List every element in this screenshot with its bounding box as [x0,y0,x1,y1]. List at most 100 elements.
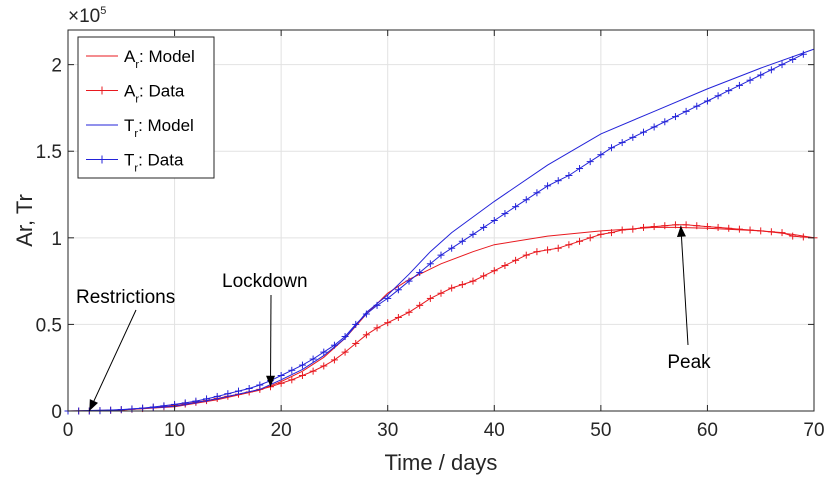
legend-item: Tr: Model [86,116,194,140]
tr_data-marker [149,403,157,411]
tr_data-marker [245,384,253,392]
tr_data-marker [799,50,807,58]
peak-arrow [676,225,689,346]
ar_data-marker [330,356,338,364]
ar_data-marker [458,281,466,289]
ar_data-marker [533,248,541,256]
tr_data-marker [341,333,349,341]
legend-item: Ar: Model [86,47,195,71]
legend-label: Tr: Data [124,151,184,175]
tr_data-marker [501,210,509,218]
arrow-head [676,225,686,237]
ar_data-marker [576,237,584,245]
tr_data-marker [426,260,434,268]
x-tick-label: 30 [377,420,398,441]
annotations: Restrictions Lockdown Peak [76,225,711,412]
legend-base: T [124,116,134,135]
ar_data-marker [682,221,690,229]
ar_data-marker [725,224,733,232]
ar_data-marker [671,221,679,229]
ar_data-marker [565,241,573,249]
tr_data-marker [597,151,605,159]
x-tick-label: 50 [590,420,611,441]
tr_data-marker [586,158,594,166]
tr_data-marker [320,348,328,356]
ar_data-marker [426,294,434,302]
ar_data-marker [480,272,488,280]
tr_data-marker [458,237,466,245]
ar_data-marker [639,223,647,231]
tr_data-marker [778,61,786,69]
tr_data-marker [618,139,626,147]
ar_data-marker [597,230,605,238]
y-tick-label: 1 [51,229,62,250]
legend-suffix: : Data [139,82,185,101]
ar_data-marker [394,313,402,321]
tr_data-marker [714,92,722,100]
y-exponent-power: 5 [100,5,106,17]
tr_data-marker [192,397,200,405]
tr_data-marker [384,294,392,302]
x-tick-label: 10 [164,420,185,441]
tr_data-marker [522,196,530,204]
tr_data-marker [650,123,658,131]
tr_data-marker [107,406,115,414]
tr_data-marker [139,404,147,412]
legend-base: A [124,47,136,66]
ar_data-marker [501,262,509,270]
peak-label: Peak [667,352,711,373]
tr_data-marker [767,66,775,74]
ar_data-marker [554,244,562,252]
tr_data-marker [639,128,647,136]
ar_data-marker [288,376,296,384]
legend-sub: r [135,94,139,106]
tr_data-marker [735,81,743,89]
ar_data-marker [384,319,392,327]
tr_data-marker [352,320,360,328]
tr_data-marker [693,102,701,110]
tr_data-marker [117,406,125,414]
arrow-shaft [88,309,137,412]
ar_data-marker [703,223,711,231]
legend-base: T [124,151,134,170]
tr_data-marker [160,402,168,410]
tr_data-marker [448,244,456,252]
legend-label: Tr: Model [124,116,194,140]
legend-base: A [124,82,136,101]
ar_data-marker [522,251,530,259]
ar_data-marker [352,339,360,347]
ar_data-marker [469,277,477,285]
ar_data-marker [608,229,616,237]
tr_data-marker [181,399,189,407]
tr_data-marker [469,230,477,238]
tr_data-marker [288,366,296,374]
ar_data-marker [629,225,637,233]
ar_data-marker [512,256,520,264]
tr_data-marker [554,177,562,185]
tr_data-line [68,53,804,412]
legend-item: Tr: Data [86,151,184,175]
tr_data-marker [437,251,445,259]
tr_data-marker [703,97,711,105]
tr_data-marker [533,189,541,197]
lockdown-arrow [266,294,276,387]
ar_data-marker [778,229,786,237]
legend-suffix: : Model [138,116,194,135]
tr_data-marker [544,182,552,190]
tr_data-marker [256,381,264,389]
arrow-head [266,375,276,387]
ar_data-marker [309,367,317,375]
ar_data-marker [544,246,552,254]
tr_data-marker [490,217,498,224]
ar_data-marker [373,324,381,332]
tr_data-marker [309,355,317,363]
ar_data-marker [320,362,328,370]
ar_data-marker [586,234,594,242]
arrow-head [89,399,99,411]
axes-box [67,29,815,412]
ar_data-marker [277,379,285,387]
x-tick-label: 20 [271,420,292,441]
ar_data-marker [789,232,797,240]
y-tick-label: 0 [51,402,62,423]
tr_data-marker [298,361,306,369]
